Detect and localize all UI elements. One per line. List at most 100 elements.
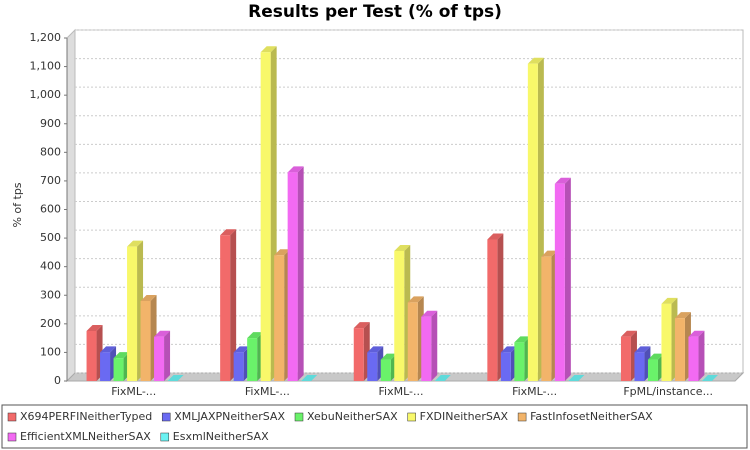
bar [647,359,658,381]
y-tick-label: 200 [40,317,61,330]
y-tick-label: 400 [40,260,61,273]
y-tick-label: 700 [40,174,61,187]
bar-side [164,330,171,381]
bar [247,338,258,381]
bar-top [568,375,585,381]
bar-top [421,310,438,317]
bar [274,255,285,381]
bar [394,250,405,381]
bar-top [274,249,291,256]
bar-side [698,330,705,381]
bar-top [434,375,451,381]
bar [233,352,244,381]
legend-swatch [407,412,416,422]
y-axis-label: % of tps [11,182,24,227]
bar [688,336,699,381]
bar [287,172,298,381]
bar-top [394,244,411,251]
bar-top [554,177,571,184]
bar-top [260,46,277,53]
bar-top [647,353,664,360]
bar-top [527,57,544,64]
legend-swatch [517,412,527,422]
bar-top [674,312,691,319]
bar-top [701,375,718,381]
y-tick-label: 900 [40,117,61,130]
legend-swatch [160,432,170,442]
bar [500,352,511,381]
bar-top [661,297,678,304]
bar [407,302,418,381]
bar-top [500,346,517,353]
y-tick-label: 1,000 [30,88,62,101]
bar [380,359,391,381]
x-tick-label: FpML/instance... [623,385,713,398]
bar [154,336,165,381]
legend-label: FastInfosetNeitherSAX [530,410,653,423]
legend-swatch [294,412,304,422]
bar-side [297,166,304,381]
bar-top [140,294,157,301]
legend-label: EsxmlNeitherSAX [173,430,269,443]
legend-label: X694PERFINeitherTyped [20,410,152,423]
bar-side [230,229,237,381]
legend-label: XMLJAXPNeitherSAX [174,410,285,423]
bar [113,358,124,381]
y-tick-label: 1,100 [30,60,62,73]
y-tick-label: 1,200 [30,31,62,44]
bar [634,352,645,381]
bar [220,235,231,381]
bar-side [497,233,504,381]
bar [514,342,525,381]
bar [100,352,111,381]
bar [127,246,138,381]
x-tick-label: FixML-... [379,385,424,398]
bar [541,256,552,381]
bar-top [487,233,504,240]
bar-top [287,166,304,173]
bar-top [154,330,171,337]
bar-top [100,346,117,353]
y-tick-label: 600 [40,203,61,216]
bar-top [167,375,184,381]
bar [140,300,151,381]
y-tick-label: 800 [40,145,61,158]
bar-top [353,322,370,329]
legend-swatch [7,412,17,422]
bar-top [367,346,384,353]
x-tick-label: FixML-... [245,385,290,398]
bar-top [233,346,250,353]
bar-top [688,330,705,337]
bar-top [514,336,531,343]
bar [527,63,538,381]
bar [86,330,97,381]
bar-top [634,346,651,353]
bar-top [407,296,424,303]
bar [421,316,432,381]
bar [353,328,364,381]
bar [487,239,498,381]
legend-label: XebuNeitherSAX [307,410,398,423]
legend-swatch [7,432,17,442]
bar-top [541,250,558,257]
bar-top [620,330,637,337]
bar [260,52,271,382]
bar [674,318,685,381]
x-tick-label: FixML-... [111,385,156,398]
bar [554,183,565,381]
chart-title: Results per Test (% of tps) [248,2,502,22]
bar [661,303,672,381]
y-tick-label: 100 [40,345,61,358]
y-tick-label: 300 [40,288,61,301]
legend-label: EfficientXMLNeitherSAX [20,430,151,443]
legend-box [1,404,748,449]
bar-top [380,353,397,360]
legend-swatch [161,412,171,422]
legend-label: FXDINeitherSAX [420,410,509,423]
bar [620,336,631,381]
x-tick-label: FixML-... [512,385,557,398]
bar [367,352,378,381]
bar-top [220,229,237,236]
y-tick-label: 0 [54,374,61,387]
